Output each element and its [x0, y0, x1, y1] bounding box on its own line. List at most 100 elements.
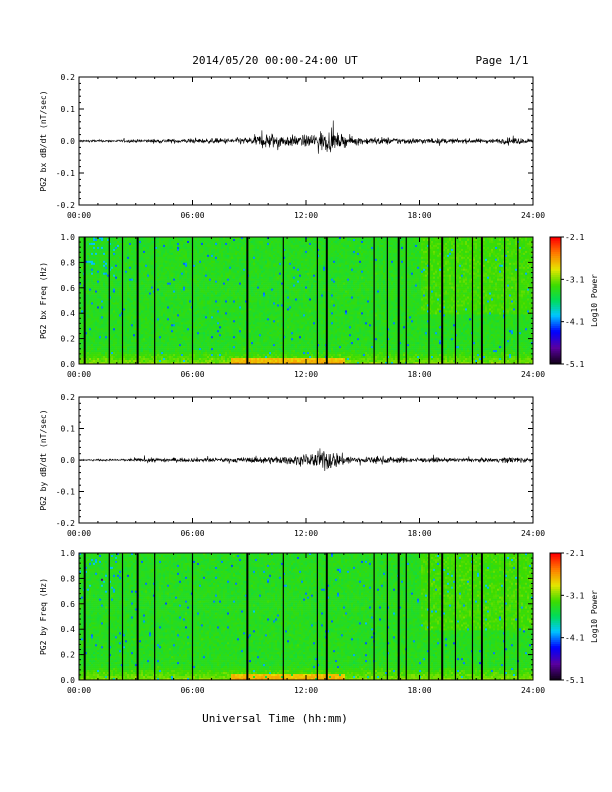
heatmap-cell	[105, 326, 107, 328]
heatmap-cell	[131, 281, 133, 283]
heatmap-cell	[95, 308, 97, 310]
heatmap-cell	[195, 338, 197, 340]
heatmap-cell	[125, 304, 127, 306]
heatmap-cell	[225, 360, 227, 362]
heatmap-cell	[221, 324, 223, 326]
heatmap-cell	[215, 336, 217, 338]
heatmap-cell	[131, 259, 133, 261]
heatmap-cell	[131, 267, 133, 269]
heatmap-cell	[113, 275, 115, 277]
heatmap-cell	[147, 247, 149, 249]
heatmap-cell	[207, 277, 209, 279]
heatmap-cell	[209, 263, 211, 265]
heatmap-cell	[197, 251, 199, 253]
heatmap-cell	[199, 251, 201, 253]
heatmap-cell	[223, 259, 225, 261]
heatmap-cell	[103, 330, 105, 332]
heatmap-cell	[95, 243, 97, 245]
heatmap-cell	[97, 263, 99, 265]
heatmap-cell	[103, 241, 105, 243]
heatmap-cell	[209, 239, 211, 241]
heatmap-cell	[117, 316, 119, 318]
heatmap-cell	[93, 265, 95, 267]
heatmap-cell	[157, 297, 159, 299]
heatmap-cell	[171, 348, 173, 350]
heatmap-cell	[99, 249, 101, 251]
heatmap-cell	[215, 352, 217, 354]
heatmap-cell	[193, 316, 195, 318]
heatmap-cell	[103, 310, 105, 312]
heatmap-cell	[187, 269, 189, 271]
heatmap-cell	[93, 350, 95, 352]
heatmap-cell	[209, 338, 211, 340]
heatmap-cell	[103, 259, 105, 261]
heatmap-cell	[201, 273, 203, 275]
heatmap-cell	[105, 261, 107, 263]
heatmap-cell	[141, 299, 143, 301]
heatmap-cell	[139, 302, 141, 304]
heatmap-cell	[189, 356, 191, 358]
heatmap-cell	[197, 261, 199, 263]
heatmap-cell	[213, 281, 215, 283]
heatmap-cell	[97, 308, 99, 310]
heatmap-cell	[117, 310, 119, 312]
heatmap-cell	[167, 306, 169, 308]
heatmap-cell	[149, 251, 151, 253]
heatmap-cell	[203, 267, 205, 269]
heatmap-cell	[155, 346, 157, 348]
heatmap-cell	[117, 322, 119, 324]
heatmap-cell	[231, 255, 233, 257]
heatmap-cell	[151, 324, 153, 326]
heatmap-cell	[175, 299, 177, 301]
heatmap-cell	[141, 287, 143, 289]
heatmap-cell	[101, 295, 103, 297]
heatmap-cell	[103, 295, 105, 297]
heatmap-cell	[119, 277, 121, 279]
heatmap-cell	[119, 281, 121, 283]
heatmap-cell	[155, 358, 157, 360]
heatmap-cell	[89, 336, 91, 338]
heatmap-cell	[81, 291, 83, 293]
heatmap-cell	[171, 267, 173, 269]
heatmap-cell	[141, 322, 143, 324]
heatmap-cell	[155, 354, 157, 356]
heatmap-cell	[183, 346, 185, 348]
heatmap-cell	[225, 269, 227, 271]
heatmap-cell	[113, 281, 115, 283]
heatmap-cell	[175, 340, 177, 342]
heatmap-cell	[87, 277, 89, 279]
heatmap-cell	[89, 314, 91, 316]
heatmap-cell	[221, 312, 223, 314]
heatmap-cell	[229, 348, 231, 350]
heatmap-cell	[195, 352, 197, 354]
heatmap-cell	[223, 338, 225, 340]
heatmap-cell	[133, 340, 135, 342]
heatmap-cell	[173, 342, 175, 344]
heatmap-cell	[203, 259, 205, 261]
heatmap-cell	[163, 358, 165, 360]
heatmap-cell	[167, 324, 169, 326]
heatmap-cell	[185, 281, 187, 283]
heatmap-cell	[201, 320, 203, 322]
heatmap-cell	[101, 338, 103, 340]
heatmap-cell	[207, 279, 209, 281]
heatmap-cell	[221, 295, 223, 297]
heatmap-cell	[223, 332, 225, 334]
heatmap-cell	[223, 241, 225, 243]
heatmap-cell	[183, 301, 185, 303]
heatmap-cell	[193, 265, 195, 267]
heatmap-cell	[201, 338, 203, 340]
heatmap-cell	[105, 269, 107, 271]
heatmap-cell	[203, 352, 205, 354]
heatmap-cell	[147, 267, 149, 269]
heatmap-cell	[161, 281, 163, 283]
heatmap-cell	[81, 322, 83, 324]
heatmap-cell	[169, 281, 171, 283]
heatmap-cell	[93, 324, 95, 326]
heatmap-cell	[127, 301, 129, 303]
heatmap-cell	[219, 261, 221, 263]
heatmap-cell	[179, 332, 181, 334]
heatmap-cell	[217, 287, 219, 289]
heatmap-cell	[177, 304, 179, 306]
heatmap-cell	[111, 299, 113, 301]
